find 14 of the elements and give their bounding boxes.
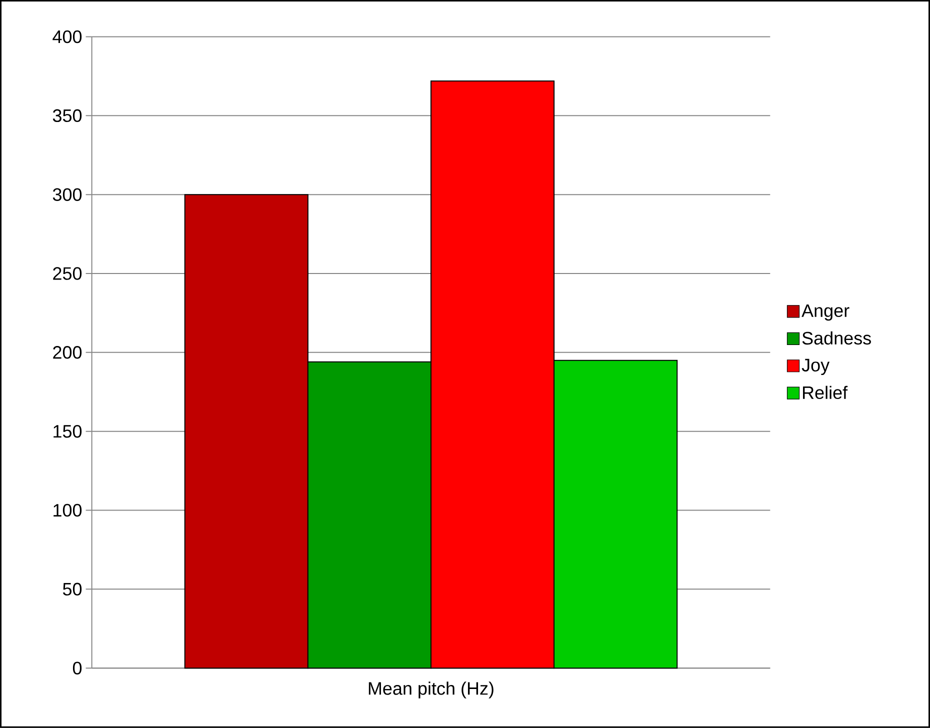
- y-tick-label: 400: [52, 30, 82, 44]
- legend-label: Relief: [803, 386, 848, 400]
- legend-label: Sadness: [802, 331, 871, 345]
- y-tick-label: 50: [62, 582, 82, 596]
- y-tick-label: 100: [54, 504, 82, 517]
- y-tick-label: 250: [53, 267, 82, 280]
- legend-label: Anger: [802, 304, 850, 321]
- y-tick-label: 0: [72, 662, 82, 675]
- y-tick-label: 150: [54, 425, 82, 438]
- y-tick-label: 200: [53, 346, 82, 359]
- y-tick-label: 300: [52, 188, 82, 202]
- legend-label: Joy: [802, 358, 830, 376]
- x-tick-label: Mean pitch (Hz): [368, 682, 494, 698]
- y-tick-label: 350: [52, 109, 82, 122]
